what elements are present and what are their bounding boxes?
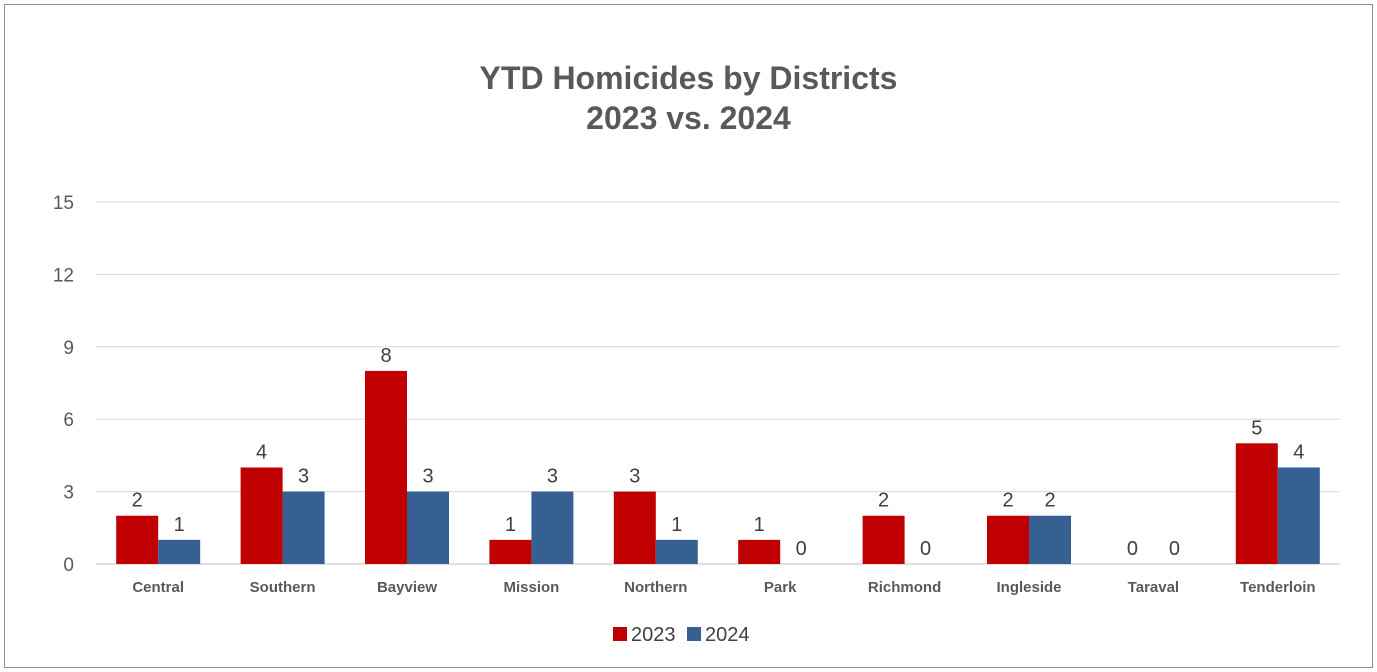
- bar-mission-2023: [489, 539, 532, 564]
- x-tick-label-mission: Mission: [503, 579, 559, 596]
- y-tick-label-3: 3: [63, 483, 74, 504]
- x-tick-label-bayview: Bayview: [377, 579, 437, 596]
- data-label-southern-2023: 4: [256, 441, 267, 463]
- bar-bayview-2024: [407, 491, 449, 564]
- data-label-richmond-2023: 2: [878, 490, 889, 512]
- legend-label-2023: 2023: [631, 624, 676, 646]
- x-tick-label-northern: Northern: [624, 579, 687, 596]
- chart-title-line-2: 2023 vs. 2024: [586, 100, 791, 136]
- x-tick-label-ingleside: Ingleside: [996, 579, 1061, 596]
- y-tick-label-6: 6: [63, 410, 74, 431]
- bar-tenderloin-2023: [1235, 443, 1278, 564]
- y-tick-label-12: 12: [53, 265, 74, 286]
- data-label-taraval-2024: 0: [1169, 538, 1180, 560]
- data-label-bayview-2024: 3: [422, 466, 433, 488]
- bar-mission-2024: [531, 491, 574, 564]
- data-label-park-2024: 0: [796, 538, 807, 560]
- x-tick-label-central: Central: [132, 579, 184, 596]
- bar-tenderloin-2024: [1277, 467, 1320, 564]
- x-tick-label-tenderloin: Tenderloin: [1240, 579, 1316, 596]
- data-label-central-2023: 2: [132, 490, 143, 512]
- legend-swatch-2024: [687, 627, 701, 641]
- y-tick-label-15: 15: [53, 193, 74, 214]
- data-label-tenderloin-2023: 5: [1251, 417, 1262, 439]
- legend-swatch-2023: [613, 627, 627, 641]
- data-label-mission-2024: 3: [547, 466, 558, 488]
- legend-label-2024: 2024: [705, 624, 750, 646]
- chart-title: YTD Homicides by Districts 2023 vs. 2024: [0, 58, 1377, 138]
- chart-title-line-1: YTD Homicides by Districts: [479, 60, 898, 96]
- data-label-taraval-2023: 0: [1127, 538, 1138, 560]
- data-label-richmond-2024: 0: [920, 538, 931, 560]
- bar-southern-2023: [240, 467, 283, 564]
- bar-ingleside-2023: [987, 515, 1029, 564]
- bar-northern-2023: [613, 491, 656, 564]
- x-tick-label-park: Park: [764, 579, 797, 596]
- bar-northern-2024: [655, 539, 698, 564]
- bar-central-2023: [116, 515, 159, 564]
- data-label-northern-2023: 3: [629, 466, 640, 488]
- data-label-ingleside-2024: 2: [1044, 490, 1055, 512]
- bar-ingleside-2024: [1029, 515, 1071, 564]
- data-label-southern-2024: 3: [298, 466, 309, 488]
- data-label-tenderloin-2024: 4: [1293, 441, 1304, 463]
- bar-park-2023: [738, 539, 781, 564]
- data-label-northern-2024: 1: [671, 514, 682, 536]
- bar-bayview-2023: [365, 370, 407, 564]
- x-tick-label-taraval: Taraval: [1128, 579, 1179, 596]
- data-label-ingleside-2023: 2: [1002, 490, 1013, 512]
- data-label-mission-2023: 1: [505, 514, 516, 536]
- bar-richmond-2023: [862, 515, 905, 564]
- bar-central-2024: [158, 539, 201, 564]
- x-tick-label-southern: Southern: [250, 579, 316, 596]
- data-label-bayview-2023: 8: [380, 345, 391, 367]
- y-tick-label-9: 9: [63, 338, 74, 359]
- data-label-central-2024: 1: [174, 514, 185, 536]
- bar-southern-2024: [282, 491, 325, 564]
- y-tick-label-0: 0: [63, 555, 74, 576]
- x-tick-label-richmond: Richmond: [868, 579, 941, 596]
- data-label-park-2023: 1: [754, 514, 765, 536]
